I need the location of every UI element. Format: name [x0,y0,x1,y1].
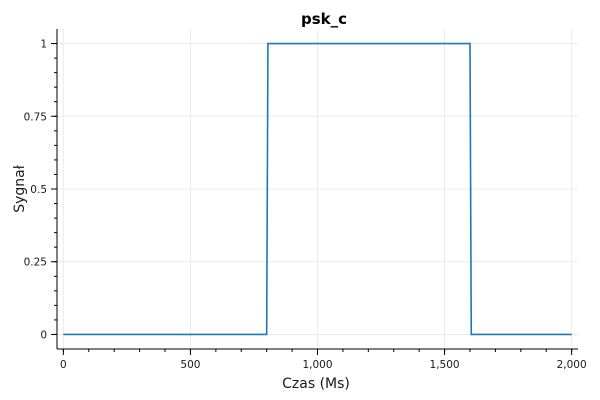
y-tick-label-2: 0.5 [30,184,47,196]
x-tick-label-4: 2,000 [557,359,587,371]
series-group [63,42,572,336]
series-line-0 [63,42,572,336]
chart-title: psk_c [301,10,347,28]
y-tick-label-3: 0.75 [24,111,47,123]
x-tick-label-1: 500 [180,359,200,371]
x-tick-label-2: 1,000 [302,359,332,371]
x-tick-label-0: 0 [60,359,67,371]
y-tick-label-4: 1 [40,39,47,51]
grid-lines [57,29,578,349]
y-tick-label-0: 0 [40,329,47,341]
y-axis-label: Sygnał [12,165,28,213]
tick-labels: 0 500 1,000 1,500 2,000 0 0.25 0.5 0.75 1 [24,39,587,371]
y-tick-label-1: 0.25 [24,257,47,269]
axes [51,29,578,355]
x-axis-label: Czas (Ms) [282,376,350,392]
x-tick-label-3: 1,500 [430,359,460,371]
